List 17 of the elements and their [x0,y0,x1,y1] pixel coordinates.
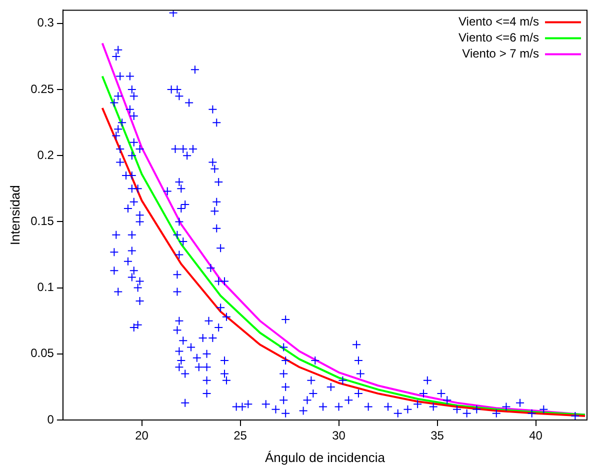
x-tick-label: 35 [430,428,444,443]
y-tick-label: 0.3 [37,16,54,30]
x-tick-label: 40 [529,428,543,443]
y-tick-label: 0.25 [30,82,54,96]
y-tick-label: 0 [47,412,54,426]
y-tick-label: 0.05 [30,346,54,360]
x-tick-label: 20 [135,428,149,443]
y-tick-label: 0.2 [37,148,54,162]
legend-label: Viento <=4 m/s [458,14,539,29]
legend-label: Viento > 7 m/s [462,46,539,61]
y-axis-title: Intensidad [7,185,22,246]
x-tick-label: 30 [332,428,346,443]
x-axis-title: Ángulo de incidencia [264,450,386,465]
legend-label: Viento <=6 m/s [458,30,539,45]
x-tick-label: 25 [234,428,248,443]
y-tick-label: 0.1 [37,280,54,294]
y-tick-label: 0.15 [30,214,54,228]
